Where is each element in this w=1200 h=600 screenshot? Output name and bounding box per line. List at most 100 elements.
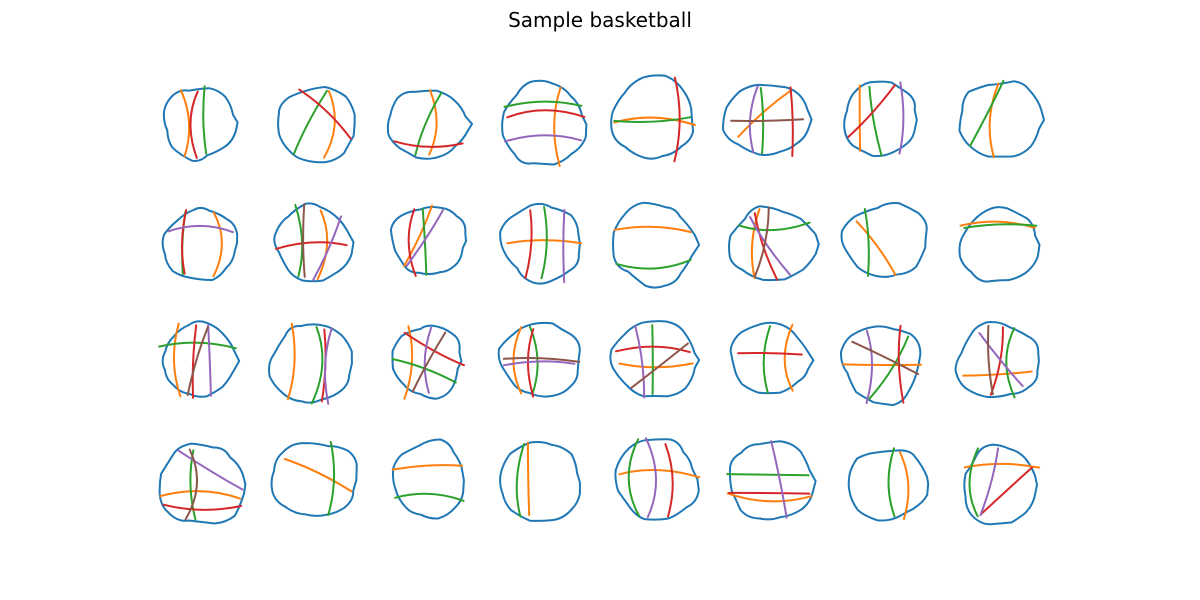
ball-outline (158, 442, 247, 525)
seam-stroke (968, 447, 979, 518)
seam-stroke (312, 215, 342, 282)
ball-outline (161, 320, 241, 398)
seam-stroke (323, 327, 333, 405)
page-title: Sample basketball (508, 8, 692, 32)
seam-stroke (627, 438, 641, 517)
seam-stroke (177, 449, 244, 491)
ball-outline (729, 321, 815, 395)
basketball-sketch (268, 322, 353, 405)
ball-outline (954, 321, 1040, 399)
ball-outline (501, 79, 588, 166)
seam-stroke (613, 116, 692, 123)
seam-stroke (524, 209, 533, 279)
basketball-sketch (847, 447, 930, 522)
seam-stroke (789, 86, 794, 157)
basketball-sketch (729, 321, 815, 395)
seam-stroke (512, 326, 523, 395)
seam-stroke (327, 441, 336, 516)
seam-stroke (969, 79, 1005, 147)
seam-stroke (428, 89, 438, 156)
ball-outline (391, 438, 465, 520)
seam-stroke (172, 322, 182, 398)
seam-stroke (978, 332, 1024, 388)
basketball-sketch (386, 89, 473, 160)
basketball-sketch (391, 324, 465, 400)
ball-outline (499, 440, 581, 522)
seam-stroke (750, 208, 761, 280)
basketball-sketch (726, 440, 817, 521)
seam-stroke (865, 329, 874, 404)
seam-stroke (737, 89, 792, 138)
ball-outline (161, 206, 239, 282)
seam-stroke (167, 224, 234, 234)
seam-stroke (855, 220, 897, 276)
ball-outline (847, 449, 930, 522)
basketball-sketch (273, 202, 355, 283)
seam-stroke (294, 203, 304, 278)
seam-stroke (191, 324, 198, 399)
basketball-sketch (614, 437, 701, 521)
seam-stroke (504, 134, 583, 143)
basketball-sketch (277, 86, 356, 164)
seam-stroke (179, 89, 191, 158)
seam-stroke (403, 325, 414, 400)
basketball-sketch (840, 202, 928, 278)
seam-stroke (526, 441, 531, 517)
basketball-sketch (161, 206, 239, 282)
ball-outline (728, 440, 817, 521)
seam-stroke (887, 447, 896, 518)
seam-stroke (394, 492, 465, 502)
seam-stroke (613, 225, 692, 234)
ball-outline (277, 86, 356, 164)
ball-outline (958, 80, 1045, 158)
ball-outline (609, 320, 701, 398)
ball-outline (840, 325, 922, 406)
seam-stroke (323, 90, 336, 159)
seam-stroke (286, 322, 296, 401)
seam-stroke (615, 258, 692, 270)
basketball-sketch (722, 83, 813, 157)
basketball-sketch (958, 79, 1045, 159)
basketball-sketch (612, 201, 701, 289)
seam-stroke (748, 85, 759, 154)
basketball-sketch (499, 440, 581, 522)
ball-outline (391, 324, 463, 400)
seam-stroke (988, 82, 1000, 159)
basketball-sketch (270, 441, 358, 517)
seam-stroke (503, 100, 583, 108)
seam-stroke (298, 88, 352, 140)
seam-stroke (728, 491, 811, 495)
ball-outline (386, 89, 473, 160)
seam-stroke (762, 325, 772, 394)
seam-stroke (847, 84, 896, 138)
seam-stroke (615, 345, 691, 354)
ball-outline (722, 83, 813, 156)
basketball-sketch (610, 74, 696, 163)
seam-stroke (403, 331, 465, 367)
seam-stroke (181, 209, 188, 275)
seam-stroke (310, 326, 324, 405)
seam-stroke (899, 451, 910, 520)
seam-stroke (630, 342, 689, 389)
seam-stroke (202, 85, 208, 155)
seam-stroke (184, 448, 199, 521)
seam-stroke (863, 208, 870, 277)
ball-outline (162, 87, 239, 162)
seam-stroke (634, 325, 646, 399)
seam-stroke (189, 90, 199, 159)
seam-stroke (515, 443, 526, 518)
seam-stroke (158, 341, 237, 350)
seam-stroke (868, 85, 883, 157)
seam-stroke (963, 223, 1038, 229)
basketball-sketch (391, 438, 465, 520)
seam-stroke (186, 326, 209, 396)
seam-stroke (162, 503, 243, 511)
basketball-sketch (954, 321, 1040, 399)
seam-stroke (423, 326, 433, 394)
seam-stroke (726, 473, 810, 477)
seam-stroke (987, 324, 994, 396)
seam-stroke (738, 221, 811, 232)
ball-outline (840, 202, 928, 278)
seam-stroke (274, 241, 348, 250)
